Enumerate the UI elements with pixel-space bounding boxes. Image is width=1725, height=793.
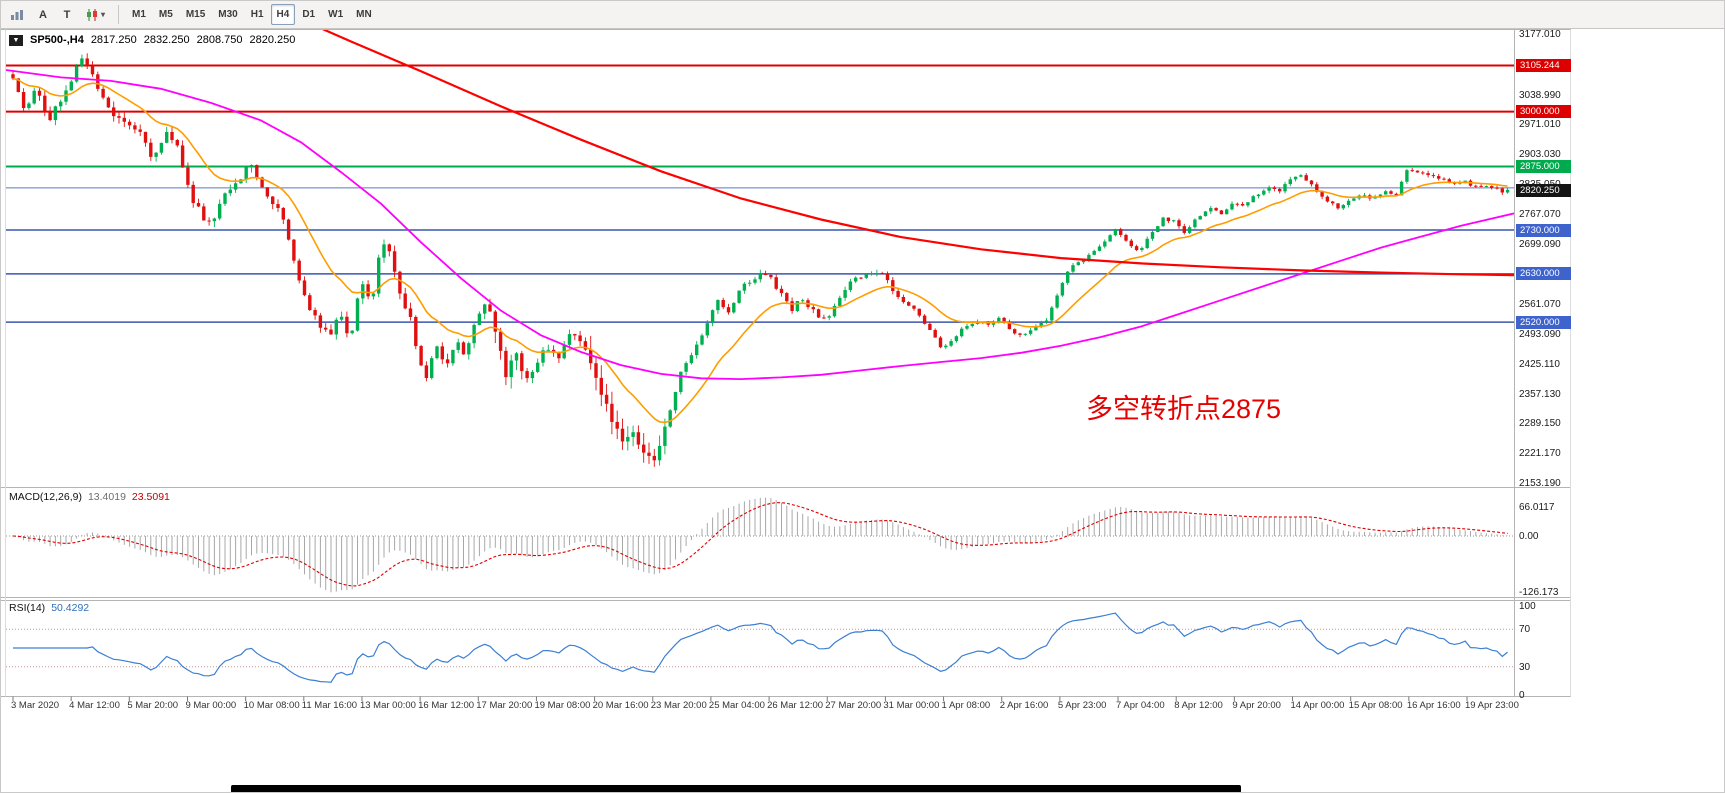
timeframe-m15-button[interactable]: M15 — [179, 4, 212, 25]
time-axis-label: 16 Apr 16:00 — [1406, 700, 1461, 711]
time-axis-label: 8 Apr 12:00 — [1174, 700, 1223, 711]
macd-main-value: 13.4019 — [87, 491, 126, 503]
chart-header: ▼ SP500-,H4 2817.250 2832.250 2808.750 2… — [9, 34, 295, 46]
pivot-badge-2875: 2875.000 — [1516, 159, 1571, 173]
resistance-badge-3105: 3105.244 — [1516, 58, 1571, 72]
time-axis-label: 27 Mar 20:00 — [825, 700, 882, 711]
time-axis-label: 15 Apr 08:00 — [1348, 700, 1403, 711]
text-tool-button[interactable]: T — [56, 4, 78, 25]
price-axis-label: 2221.170 — [1519, 448, 1561, 460]
price-axis-label: 2699.090 — [1519, 238, 1561, 250]
time-axis-label: 9 Apr 20:00 — [1232, 700, 1281, 711]
price-axis: 3177.0103038.9902971.0102903.0302835.050… — [1515, 1, 1573, 713]
chart-tools-icon[interactable] — [4, 4, 30, 25]
time-axis-label: 5 Apr 23:00 — [1057, 700, 1107, 711]
chart-canvas[interactable] — [1, 1, 1571, 713]
price-axis-label: 3177.010 — [1519, 29, 1561, 40]
price-axis-label: 2289.150 — [1519, 418, 1561, 430]
price-axis-label: 2425.110 — [1519, 358, 1560, 370]
timeframe-m30-button[interactable]: M30 — [212, 4, 244, 25]
time-axis-label: 9 Mar 00:00 — [185, 700, 237, 711]
symbol-dropdown-icon[interactable]: ▼ — [9, 34, 23, 46]
price-axis-label: 2357.130 — [1519, 388, 1561, 400]
timeframe-w1-button[interactable]: W1 — [322, 4, 350, 25]
price-axis-label: 2561.070 — [1519, 299, 1561, 311]
rsi-axis-label: 30 — [1519, 661, 1531, 673]
macd-axis-label: 0.00 — [1519, 531, 1539, 542]
time-axis-label: 11 Mar 16:00 — [301, 700, 358, 711]
time-axis: 3 Mar 2020 4 Mar 12:00 5 Mar 20:00 9 Mar 00… — [1, 1, 1571, 713]
time-axis-label: 23 Mar 20:00 — [650, 700, 707, 711]
timeframe-group: M1 M5 M15 M30 H1 H4 D1 W1 MN — [126, 4, 378, 25]
ohlc-high-value: 2832.250 — [143, 34, 190, 46]
bars-icon — [11, 9, 23, 20]
macd-axis-label: -126.173 — [1519, 587, 1559, 599]
candlestick-icon — [87, 8, 97, 21]
toolbar-separator — [118, 5, 120, 24]
price-axis-label: 2971.010 — [1519, 119, 1561, 131]
time-axis-label: 19 Apr 23:00 — [1465, 700, 1519, 711]
timeframe-m5-button[interactable]: M5 — [152, 4, 179, 25]
price-axis-label: 2493.090 — [1519, 328, 1561, 340]
chevron-down-icon: ▾ — [101, 10, 106, 19]
time-axis-label: 5 Mar 20:00 — [127, 700, 179, 711]
bottom-black-bar — [231, 785, 1241, 792]
resistance-badge-3000: 3000.000 — [1516, 105, 1571, 119]
time-axis-label: 17 Mar 20:00 — [476, 700, 533, 711]
symbol-timeframe-label: SP500-,H4 — [30, 34, 84, 46]
timeframe-mn-button[interactable]: MN — [350, 4, 378, 25]
price-axis-label: 2153.190 — [1519, 478, 1561, 489]
macd-axis-label: 66.0117 — [1519, 501, 1555, 513]
time-axis-label: 14 Apr 00:00 — [1290, 700, 1345, 711]
arrow-tool-button[interactable]: A — [32, 4, 54, 25]
annotation-text: 多空转折点2875 — [1086, 394, 1282, 424]
rsi-value: 50.4292 — [51, 602, 90, 614]
macd-title: MACD(12,26,9) — [9, 491, 82, 503]
time-axis-label: 25 Mar 04:00 — [708, 700, 765, 711]
time-axis-label: 7 Apr 04:00 — [1116, 700, 1165, 711]
time-axis-label: 16 Mar 12:00 — [418, 700, 475, 711]
indicators-button[interactable]: ▾ — [80, 4, 112, 25]
rsi-label: RSI(14) 50.4292 — [9, 602, 89, 614]
ohlc-open-value: 2817.250 — [90, 34, 137, 46]
time-axis-label: 1 Apr 08:00 — [941, 700, 991, 711]
timeframe-m1-button[interactable]: M1 — [126, 4, 152, 25]
macd-signal-value: 23.5091 — [131, 491, 170, 503]
rsi-axis-label: 0 — [1519, 690, 1525, 701]
time-axis-label: 4 Mar 12:00 — [69, 700, 120, 711]
timeframe-h4-button[interactable]: H4 — [270, 4, 296, 25]
current-price-badge: 2820.250 — [1516, 183, 1571, 197]
price-axis-label: 3038.990 — [1519, 89, 1561, 101]
time-axis-label: 26 Mar 12:00 — [767, 700, 824, 711]
rsi-axis-label: 100 — [1519, 601, 1536, 612]
rsi-axis-label: 70 — [1519, 624, 1531, 636]
rsi-title: RSI(14) — [9, 602, 46, 614]
price-axis-label: 2903.030 — [1519, 149, 1561, 161]
time-axis-label: 13 Mar 00:00 — [359, 700, 416, 711]
main-toolbar: A T ▾ M1 M5 M15 M30 H1 H4 D1 W1 MN — [1, 1, 1724, 29]
price-axis-label: 2767.070 — [1519, 208, 1561, 220]
timeframe-h1-button[interactable]: H1 — [244, 4, 270, 25]
ohlc-low-value: 2808.750 — [196, 34, 243, 46]
time-axis-label: 3 Mar 2020 — [11, 700, 60, 711]
macd-label: MACD(12,26,9) 13.4019 23.5091 — [9, 491, 170, 503]
time-axis-label: 2 Apr 16:00 — [999, 700, 1049, 711]
time-axis-label: 10 Mar 08:00 — [243, 700, 300, 711]
time-axis-label: 31 Mar 00:00 — [883, 700, 940, 711]
timeframe-d1-button[interactable]: D1 — [296, 4, 322, 25]
time-axis-label: 20 Mar 16:00 — [592, 700, 649, 711]
support-badge-2730: 2730.000 — [1516, 223, 1571, 237]
time-axis-label: 19 Mar 08:00 — [534, 700, 591, 711]
support-badge-2520: 2520.000 — [1516, 315, 1571, 329]
support-badge-2630: 2630.000 — [1516, 267, 1571, 281]
ohlc-close-value: 2820.250 — [249, 34, 296, 46]
